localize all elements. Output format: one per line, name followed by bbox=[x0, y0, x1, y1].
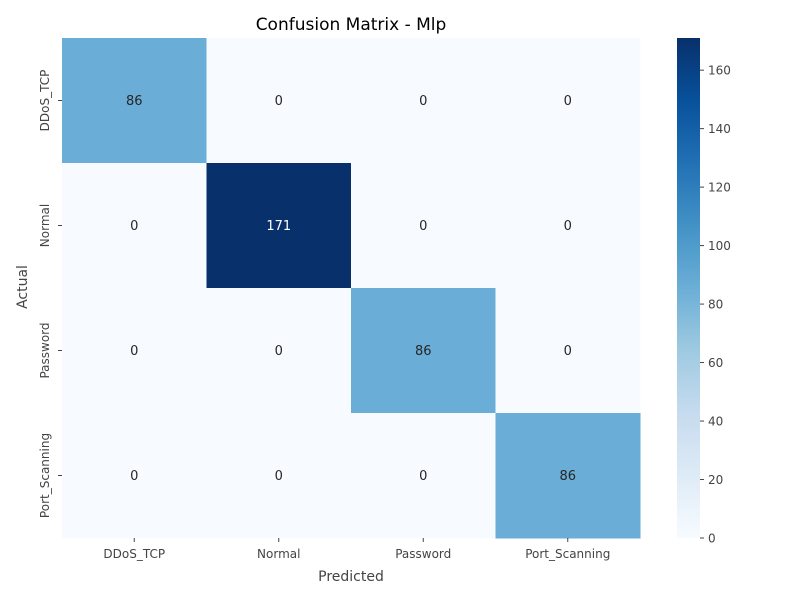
heatmap-cell bbox=[351, 38, 496, 164]
cell-value-label: 0 bbox=[275, 469, 283, 484]
colorbar-tick-label: 60 bbox=[708, 356, 723, 370]
heatmap-cell bbox=[62, 288, 207, 414]
heatmap-cell bbox=[206, 38, 352, 164]
heatmap-cell bbox=[495, 163, 641, 289]
heatmap-cell bbox=[62, 38, 207, 164]
x-tick-label: Port_Scanning bbox=[525, 547, 610, 561]
cell-value-label: 0 bbox=[419, 219, 427, 234]
heatmap-cell bbox=[62, 163, 207, 289]
x-axis-label: Predicted bbox=[318, 569, 384, 585]
y-axis: DDoS_TCP Normal Password Port_Scanning bbox=[38, 70, 62, 518]
colorbar-tick-label: 100 bbox=[708, 239, 731, 253]
heatmap-cell bbox=[206, 413, 352, 539]
cell-value-label: 0 bbox=[275, 344, 283, 359]
cell-value-label: 0 bbox=[130, 469, 138, 484]
heatmap-cell bbox=[206, 288, 352, 414]
colorbar bbox=[677, 38, 700, 538]
y-tick-label: Normal bbox=[38, 204, 52, 247]
cell-value-label: 0 bbox=[564, 219, 572, 234]
cell-value-label: 0 bbox=[275, 94, 283, 109]
heatmap-cells bbox=[62, 38, 641, 539]
cell-value-label: 86 bbox=[415, 344, 432, 359]
x-tick-label: DDoS_TCP bbox=[103, 547, 165, 561]
cell-value-label: 0 bbox=[419, 469, 427, 484]
cell-value-label: 0 bbox=[419, 94, 427, 109]
colorbar-tick-label: 40 bbox=[708, 415, 723, 429]
heatmap-cell bbox=[351, 413, 496, 539]
x-tick-label: Password bbox=[395, 547, 451, 561]
colorbar-axis: 0 20 40 60 80 100 120 140 160 bbox=[700, 64, 731, 546]
cell-value-label: 0 bbox=[130, 219, 138, 234]
cell-value-label: 171 bbox=[266, 219, 291, 234]
x-axis: DDoS_TCP Normal Password Port_Scanning bbox=[103, 538, 610, 561]
heatmap-cell bbox=[351, 288, 496, 414]
y-tick-label: Password bbox=[38, 322, 52, 378]
heatmap-cell bbox=[206, 163, 352, 289]
heatmap-cell bbox=[62, 413, 207, 539]
colorbar-tick-label: 80 bbox=[708, 298, 723, 312]
cell-value-label: 0 bbox=[564, 344, 572, 359]
y-axis-label: Actual bbox=[15, 265, 31, 309]
colorbar-tick-label: 140 bbox=[708, 122, 731, 136]
colorbar-tick-label: 160 bbox=[708, 64, 731, 78]
colorbar-tick-label: 20 bbox=[708, 473, 723, 487]
heatmap-cell bbox=[495, 38, 641, 164]
heatmap-cell bbox=[351, 163, 496, 289]
cell-value-label: 86 bbox=[126, 94, 143, 109]
x-tick-label: Normal bbox=[257, 547, 300, 561]
heatmap-cell bbox=[495, 288, 641, 414]
heatmap-cell-labels: 86 0 0 0 0 171 0 0 0 0 86 0 0 0 0 86 bbox=[126, 94, 576, 484]
cell-value-label: 0 bbox=[564, 94, 572, 109]
heatmap-cell bbox=[495, 413, 641, 539]
colorbar-tick-label: 0 bbox=[708, 532, 716, 546]
y-tick-label: Port_Scanning bbox=[38, 433, 52, 518]
cell-value-label: 86 bbox=[559, 469, 576, 484]
cell-value-label: 0 bbox=[130, 344, 138, 359]
y-tick-label: DDoS_TCP bbox=[38, 70, 52, 132]
chart-title: Confusion Matrix - Mlp bbox=[256, 15, 447, 35]
colorbar-tick-label: 120 bbox=[708, 181, 731, 195]
